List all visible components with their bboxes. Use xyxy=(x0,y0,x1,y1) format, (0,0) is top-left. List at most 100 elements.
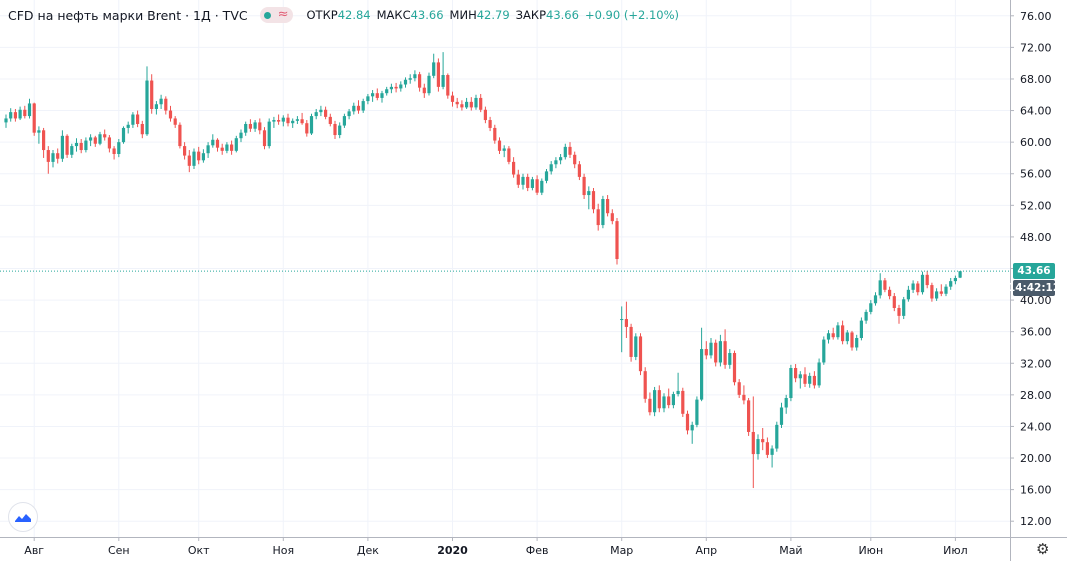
wave-icon: ≈ xyxy=(277,7,289,22)
candle-body xyxy=(864,311,868,321)
candle-body xyxy=(79,142,83,151)
candle-body xyxy=(958,271,962,278)
candle-body xyxy=(920,274,925,293)
candle-body xyxy=(883,280,887,290)
candle-body xyxy=(690,424,694,431)
candle-body xyxy=(497,140,502,151)
y-tick-label: 64.00 xyxy=(1020,105,1052,118)
candle-body xyxy=(850,332,854,348)
candle-body xyxy=(206,145,210,154)
candle-body xyxy=(65,135,69,155)
tradingview-logo-icon[interactable] xyxy=(8,502,38,532)
candle-body xyxy=(112,148,116,154)
candle-body xyxy=(239,132,243,139)
candle-body xyxy=(150,80,154,109)
candle-body xyxy=(432,62,436,76)
y-tick-label: 48.00 xyxy=(1020,231,1052,244)
candle-body xyxy=(648,398,652,413)
candle-body xyxy=(305,123,309,134)
candle-body xyxy=(220,147,224,151)
candle-body xyxy=(436,62,440,87)
candle-body xyxy=(859,320,863,338)
status-pill[interactable]: ≈ xyxy=(259,7,293,23)
candle-body xyxy=(916,283,920,293)
change-value: +0.90 (+2.10%) xyxy=(584,8,679,22)
candle-body xyxy=(507,148,511,162)
candle-body xyxy=(13,112,17,119)
candle-body xyxy=(577,164,581,177)
x-tick-label: Мар xyxy=(610,544,633,557)
candle-body xyxy=(136,114,140,124)
open-value: 42.84 xyxy=(337,8,371,22)
candle-body xyxy=(512,161,516,175)
candle-body xyxy=(502,148,506,151)
candle-body xyxy=(154,104,158,109)
candle-body xyxy=(27,103,32,117)
candle-body xyxy=(601,199,605,226)
candle-body xyxy=(765,442,769,455)
candle-body xyxy=(657,390,661,409)
candle-body xyxy=(817,362,821,386)
candle-body xyxy=(925,274,929,286)
x-tick-label: Ноя xyxy=(272,544,294,557)
candle-body xyxy=(403,79,408,85)
candle-body xyxy=(493,127,497,141)
candle-body xyxy=(375,93,379,98)
candle-body xyxy=(159,98,163,105)
candle-body xyxy=(685,413,690,431)
candle-body xyxy=(201,153,205,161)
candle-body xyxy=(784,398,788,408)
candle-body xyxy=(681,390,685,414)
candle-body xyxy=(610,213,614,222)
y-tick-label: 68.00 xyxy=(1020,73,1052,86)
candle-body xyxy=(164,98,168,111)
x-tick-label: Май xyxy=(779,544,802,557)
candle-body xyxy=(450,95,455,102)
candle-body xyxy=(732,352,737,383)
candle-body xyxy=(380,93,384,98)
candle-body xyxy=(56,153,60,159)
candle-body xyxy=(42,130,46,151)
candle-body xyxy=(544,171,549,181)
candle-body xyxy=(98,134,102,144)
candle-body xyxy=(939,291,943,294)
candle-body xyxy=(554,160,558,165)
candle-body xyxy=(366,96,370,102)
candle-body xyxy=(342,116,346,126)
candle-body xyxy=(418,74,422,88)
candle-body xyxy=(460,104,464,108)
candle-body xyxy=(145,80,149,135)
tradingview-logo-glyph xyxy=(15,514,31,522)
candle-body xyxy=(117,142,121,154)
candle-body xyxy=(728,352,732,365)
candle-body xyxy=(192,151,196,166)
gear-icon[interactable]: ⚙ xyxy=(1036,541,1050,558)
candle-body xyxy=(89,137,93,141)
candle-body xyxy=(822,339,826,363)
high-value: 43.66 xyxy=(410,8,444,22)
candle-body xyxy=(596,209,600,226)
candle-body xyxy=(9,112,13,119)
candle-body xyxy=(93,137,97,144)
y-tick-label: 72.00 xyxy=(1020,41,1052,54)
candle-body xyxy=(103,134,107,138)
candle-body xyxy=(873,295,878,304)
candle-body xyxy=(234,138,238,151)
candle-body xyxy=(803,374,807,384)
candle-body xyxy=(333,123,337,136)
candle-body xyxy=(295,119,299,121)
candle-body xyxy=(338,125,342,136)
candle-body xyxy=(347,111,351,117)
candle-body xyxy=(408,78,412,80)
candle-body xyxy=(775,424,779,449)
candle-body xyxy=(747,400,751,432)
candle-body xyxy=(211,139,215,146)
candle-body xyxy=(587,191,591,196)
candle-body xyxy=(413,74,417,79)
candle-body xyxy=(74,142,79,147)
symbol-title[interactable]: CFD на нефть марки Brent · 1Д · TVC xyxy=(8,7,248,23)
candle-body xyxy=(897,307,901,316)
candle-body xyxy=(178,124,182,147)
